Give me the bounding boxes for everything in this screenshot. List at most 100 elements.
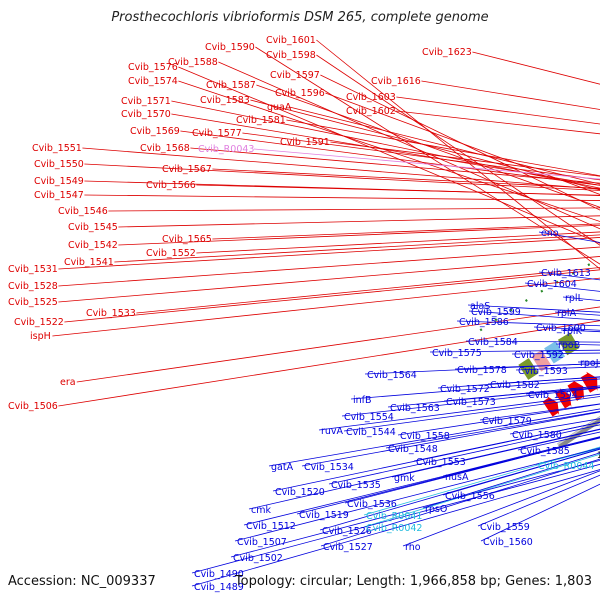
reverse-leader-line — [268, 408, 600, 467]
reverse-gene-label: Cvib_1604 — [527, 279, 577, 290]
reverse-gene-label: Cvib_1585 — [520, 446, 570, 457]
reverse-leader-line — [402, 470, 600, 547]
forward-leader-line — [316, 39, 600, 270]
forward-gene-label: ispH — [30, 331, 51, 342]
forward-leader-line — [58, 256, 600, 303]
reverse-gene-label: Cvib_1553 — [416, 457, 466, 468]
reverse-gene-label: alaS — [470, 301, 490, 312]
reverse-leader-line — [422, 452, 600, 509]
forward-gene-label: Cvib_1568 — [140, 143, 190, 154]
topology-summary: Topology: circular; Length: 1,966,858 bp… — [234, 574, 592, 589]
reverse-leader-line — [234, 447, 600, 542]
forward-leader-line — [472, 51, 600, 85]
reverse-gene-label: Cvib_1580 — [512, 430, 562, 441]
reverse-gene-label: gmk — [394, 473, 415, 484]
reverse-gene-label: Cvib_1520 — [275, 487, 325, 498]
reverse-leader-line — [272, 421, 600, 492]
forward-leader-line — [136, 267, 600, 314]
forward-leader-line — [84, 163, 600, 191]
forward-gene-label: Cvib_1588 — [168, 57, 218, 68]
forward-gene-label: Cvib_1583 — [200, 95, 250, 106]
forward-leader-line — [196, 184, 600, 196]
reverse-gene-label: cmk — [251, 505, 271, 516]
reverse-gene-label: Cvib_1592 — [514, 350, 564, 361]
reverse-gene-label: Cvib_1556 — [445, 491, 495, 502]
forward-leader-line — [396, 96, 600, 125]
reverse-gene-label: Cvib_1593 — [518, 366, 568, 377]
forward-gene-label: era — [60, 377, 76, 388]
reverse-leader-line — [341, 387, 600, 417]
forward-leader-line — [253, 148, 600, 180]
reverse-leader-line — [343, 396, 600, 432]
reverse-gene-label: infB — [353, 395, 372, 406]
reverse-gene-label: Cvib_1519 — [299, 510, 349, 521]
reverse-gene-label: Cvib_1579 — [482, 416, 532, 427]
forward-leader-line — [218, 61, 600, 230]
reverse-leader-line — [318, 393, 600, 431]
reverse-gene-label: Cvib_1507 — [237, 537, 287, 548]
forward-gene-cog-block — [518, 358, 539, 380]
forward-gene-label: Cvib_1533 — [86, 308, 136, 319]
forward-gene-label: Cvib_1596 — [275, 88, 325, 99]
reverse-leader-line — [385, 411, 600, 449]
forward-gene-label: Cvib_1623 — [422, 47, 472, 58]
reverse-gene-label: Cvib_1613 — [541, 268, 591, 279]
reverse-leader-line — [480, 483, 600, 542]
reverse-gene-label: rplL — [565, 293, 584, 304]
accession-text: Accession: NC_009337 — [8, 574, 156, 589]
reverse-gene-label: Cvib_1559 — [480, 522, 530, 533]
reverse-gene-label: Cvib_1594 — [528, 390, 578, 401]
reverse-gene-label: Cvib_1584 — [468, 337, 518, 348]
forward-leader-line — [256, 84, 600, 208]
reverse-gene-label: Cvib_1535 — [331, 480, 381, 491]
reverse-gene-label: Cvib_1489 — [194, 582, 244, 593]
reverse-gene-label: rpoB — [558, 340, 580, 351]
reverse-gene-label: Cvib_1536 — [347, 499, 397, 510]
forward-gene-arrow — [555, 388, 572, 409]
forward-leader-line — [421, 80, 600, 110]
forward-gene-label: Cvib_1551 — [32, 143, 82, 154]
reverse-gene-label: gatA — [271, 462, 294, 473]
reverse-leader-line — [301, 411, 600, 467]
forward-leader-line — [250, 99, 600, 191]
forward-leader-line — [58, 320, 600, 407]
reverse-gene-label: Cvib_1578 — [457, 365, 507, 376]
forward-gene-label: Cvib_1602 — [346, 106, 396, 117]
forward-leader-line — [190, 147, 600, 184]
forward-gene-label: Cvib_1616 — [371, 76, 421, 87]
forward-leader-line — [212, 223, 600, 240]
forward-gene-label: Cvib_1565 — [162, 234, 212, 245]
reverse-gene-label: Cvib_1502 — [233, 553, 283, 564]
reverse-leader-line — [191, 463, 600, 574]
reverse-leader-line — [363, 453, 600, 528]
forward-gene-label: Cvib_1581 — [236, 115, 286, 126]
forward-gene-label: Cvib_1576 — [128, 62, 178, 73]
forward-leader-line — [82, 147, 600, 190]
forward-leader-line — [196, 231, 600, 254]
forward-gene-label: Cvib_1590 — [205, 42, 255, 53]
forward-gene-label: Cvib_1567 — [162, 164, 212, 175]
forward-gene-label: Cvib_1541 — [64, 257, 114, 268]
forward-gene-label: Cvib_1528 — [8, 281, 58, 292]
reverse-leader-line — [363, 446, 600, 516]
forward-gene-label: Cvib_1531 — [8, 264, 58, 275]
forward-gene-label: Cvib_1545 — [68, 222, 118, 233]
reverse-leader-line — [320, 458, 600, 547]
reverse-gene-label: Cvib_R0042 — [366, 523, 422, 534]
forward-leader-line — [114, 234, 600, 263]
forward-gene-label: Cvib_R0043 — [198, 144, 254, 155]
reverse-gene-label: Cvib_R0044 — [538, 461, 594, 472]
scale-tick-label: 1660 kbp — [597, 451, 600, 461]
forward-gene-label: Cvib_1506 — [8, 401, 58, 412]
reverse-gene-label: Cvib_1599 — [471, 307, 521, 318]
reverse-leader-line — [391, 429, 600, 478]
reverse-leader-line — [319, 448, 600, 531]
forward-gene-label: Cvib_1591 — [280, 137, 330, 148]
reverse-gene-label: Cvib_1572 — [440, 384, 490, 395]
forward-leader-line — [76, 306, 600, 383]
map-title: Prosthecochloris vibrioformis DSM 265, c… — [111, 10, 489, 25]
forward-gene-label: guaA — [267, 102, 292, 113]
forward-leader-line — [108, 207, 600, 212]
reverse-leader-line — [429, 349, 600, 353]
